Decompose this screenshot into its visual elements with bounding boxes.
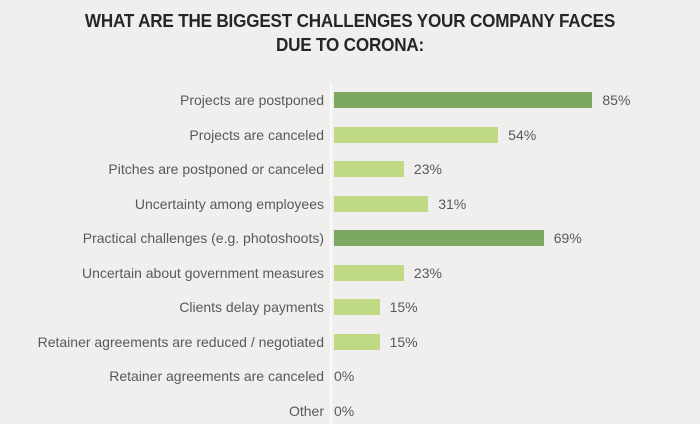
bar [334,299,380,316]
category-label: Uncertain about government measures [81,264,324,281]
bar [334,195,429,212]
bar-area: 31% [324,187,700,222]
value-label: 85% [602,92,631,109]
bar-row: Uncertain about government measures 23% [0,256,700,291]
bar [334,230,544,247]
y-axis-line [330,83,332,424]
value-label: 69% [553,230,582,247]
bar-area: 15% [324,290,700,325]
category-label: Pitches are postponed or canceled [108,161,324,178]
value-label: 15% [389,299,418,316]
value-label: 23% [413,161,442,178]
category-label: Practical challenges (e.g. photoshoots) [82,230,324,247]
bar [334,161,404,178]
bar-row: Other 0% [0,394,700,424]
category-label: Uncertainty among employees [134,195,324,212]
category-label: Clients delay payments [179,299,324,316]
bar-row: Clients delay payments 15% [0,290,700,325]
value-label: 15% [389,333,418,350]
category-label: Projects are postponed [180,92,324,109]
bar-row: Uncertainty among employees 31% [0,187,700,222]
bar-row: Retainer agreements are reduced / negoti… [0,325,700,360]
value-label: 54% [508,126,537,143]
bar [334,264,404,281]
bar-row: Projects are postponed 85% [0,83,700,118]
bar-area: 0% [324,394,700,424]
bar-area: 54% [324,118,700,153]
bar-area: 23% [324,152,700,187]
value-label: 0% [334,402,355,419]
category-label: Projects are canceled [189,126,324,143]
value-label: 31% [438,195,467,212]
chart-title-line-2: DUE TO CORONA: [275,35,425,55]
bar-row: Practical challenges (e.g. photoshoots) … [0,221,700,256]
bar-row: Pitches are postponed or canceled 23% [0,152,700,187]
chart-title-line-1: WHAT ARE THE BIGGEST CHALLENGES YOUR COM… [84,11,616,31]
bar-row: Retainer agreements are canceled 0% [0,359,700,394]
bar-area: 85% [324,83,700,118]
category-label: Other [288,402,324,419]
bar [334,92,593,109]
bar-chart-rows: Projects are postponed 85% Projects are … [0,83,700,424]
chart-title: WHAT ARE THE BIGGEST CHALLENGES YOUR COM… [18,9,683,57]
bar-area: 15% [324,325,700,360]
value-label: 23% [413,264,442,281]
bar-area: 23% [324,256,700,291]
bar-row: Projects are canceled 54% [0,118,700,153]
category-label: Retainer agreements are reduced / negoti… [37,333,324,350]
value-label: 0% [334,368,355,385]
bar-area: 69% [324,221,700,256]
category-label: Retainer agreements are canceled [109,368,324,385]
bar-area: 0% [324,359,700,394]
bar [334,126,499,143]
bar [334,333,380,350]
